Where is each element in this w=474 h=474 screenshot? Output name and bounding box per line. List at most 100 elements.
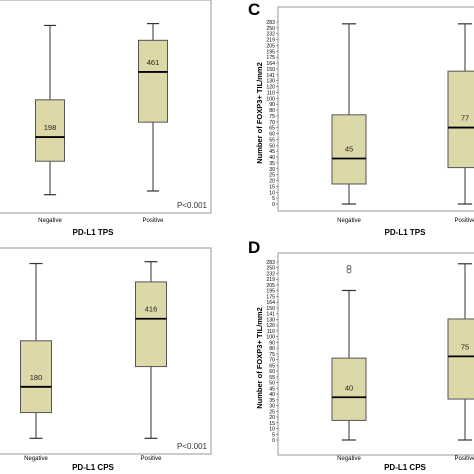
category-tick-label: Positive bbox=[140, 456, 162, 462]
panel-4-xlabel: PD-L1 CPS bbox=[384, 463, 426, 472]
y-tick-label: 250 bbox=[266, 26, 275, 32]
panel-1-pvalue: P<0.001 bbox=[177, 201, 208, 210]
y-tick-label: 75 bbox=[269, 114, 275, 120]
y-tick-label: 5 bbox=[272, 196, 275, 202]
box-count-label: 77 bbox=[461, 114, 469, 123]
y-tick-label: 15 bbox=[269, 184, 275, 190]
box-iqr bbox=[447, 318, 474, 400]
y-tick-label: 110 bbox=[267, 90, 275, 96]
y-tick-label: 150 bbox=[266, 67, 275, 73]
panel-4-ylabel: Number of FOXP3+ TIL/mm2 bbox=[255, 307, 264, 408]
box-count-label: 40 bbox=[345, 383, 353, 392]
y-tick-label: 45 bbox=[269, 149, 275, 155]
category-tick-label: Negative bbox=[337, 456, 361, 462]
category-tick-label: Positive bbox=[454, 218, 474, 224]
panel-1-frame bbox=[0, 0, 212, 214]
y-tick-label: 70 bbox=[269, 120, 275, 126]
y-tick-label: 75 bbox=[269, 352, 275, 358]
y-tick-label: 100 bbox=[266, 335, 275, 341]
y-tick-label: 40 bbox=[269, 155, 275, 161]
y-tick-label: 50 bbox=[269, 381, 275, 387]
y-tick-label: 205 bbox=[266, 43, 275, 49]
category-tick-label: Positive bbox=[142, 218, 164, 224]
y-tick-label: 30 bbox=[269, 404, 275, 410]
category-tick-label: Negative bbox=[24, 456, 48, 462]
box-iqr bbox=[331, 114, 367, 185]
outlier-point bbox=[346, 268, 352, 274]
y-tick-label: 10 bbox=[269, 427, 275, 433]
y-tick-label: 150 bbox=[266, 306, 275, 312]
y-tick-label: 65 bbox=[269, 363, 275, 369]
panel-2-xlabel: PD-L1 TPS bbox=[385, 228, 427, 237]
y-tick-label: 60 bbox=[269, 132, 275, 138]
y-tick-label: 50 bbox=[269, 143, 275, 149]
y-tick-label: 20 bbox=[269, 179, 275, 185]
box-count-label: 45 bbox=[345, 145, 353, 154]
y-tick-label: 175 bbox=[266, 55, 275, 61]
category-tick-label: Positive bbox=[454, 456, 474, 462]
box-iqr bbox=[138, 39, 168, 123]
y-tick-label: 141 bbox=[266, 73, 275, 79]
y-tick-label: 195 bbox=[266, 49, 275, 55]
y-tick-label: 25 bbox=[269, 409, 275, 415]
box-count-label: 180 bbox=[30, 373, 43, 382]
y-tick-label: 90 bbox=[269, 102, 275, 108]
y-tick-label: 205 bbox=[266, 283, 275, 289]
y-tick-label: 130 bbox=[266, 79, 275, 85]
y-tick-label: 175 bbox=[266, 294, 275, 300]
y-tick-label: 25 bbox=[269, 173, 275, 179]
box-iqr bbox=[447, 70, 474, 169]
y-tick-label: 110 bbox=[267, 329, 275, 335]
box-iqr bbox=[135, 281, 167, 368]
y-tick-label: 120 bbox=[266, 323, 275, 329]
box-count-label: 461 bbox=[147, 58, 160, 67]
category-tick-label: Negative bbox=[337, 218, 361, 224]
y-tick-label: 40 bbox=[269, 392, 275, 398]
outlier-point bbox=[346, 264, 352, 270]
y-tick-label: 100 bbox=[266, 96, 275, 102]
y-tick-label: 283 bbox=[266, 260, 275, 266]
panel-letter-d: D bbox=[248, 238, 260, 257]
y-tick-label: 15 bbox=[269, 421, 275, 427]
y-tick-label: 250 bbox=[266, 266, 275, 272]
box-count-label: 198 bbox=[44, 123, 57, 132]
y-tick-label: 164 bbox=[266, 61, 275, 67]
y-tick-label: 120 bbox=[266, 85, 275, 91]
y-tick-label: 35 bbox=[269, 398, 275, 404]
y-tick-label: 219 bbox=[266, 38, 275, 44]
y-tick-label: 219 bbox=[266, 277, 275, 283]
panel-2-frame bbox=[277, 6, 474, 212]
y-tick-label: 232 bbox=[266, 271, 275, 277]
panel-4-frame bbox=[277, 252, 474, 456]
y-tick-label: 283 bbox=[266, 20, 275, 26]
y-tick-label: 80 bbox=[269, 346, 275, 352]
y-tick-label: 35 bbox=[269, 161, 275, 167]
y-tick-label: 130 bbox=[266, 317, 275, 323]
panel-letter-c: C bbox=[248, 0, 260, 19]
y-tick-label: 195 bbox=[266, 289, 275, 295]
box-iqr bbox=[35, 99, 65, 162]
y-tick-label: 0 bbox=[272, 202, 275, 208]
y-tick-label: 70 bbox=[269, 358, 275, 364]
y-tick-label: 30 bbox=[269, 167, 275, 173]
y-tick-label: 80 bbox=[269, 108, 275, 114]
box-count-label: 416 bbox=[145, 305, 158, 314]
y-tick-label: 65 bbox=[269, 126, 275, 132]
y-tick-label: 5 bbox=[272, 432, 275, 438]
panel-3-xlabel: PD-L1 CPS bbox=[72, 463, 114, 472]
y-tick-label: 164 bbox=[266, 300, 275, 306]
y-tick-label: 60 bbox=[269, 369, 275, 375]
box-iqr bbox=[20, 340, 52, 414]
y-tick-label: 20 bbox=[269, 415, 275, 421]
panel-3-pvalue: P<0.001 bbox=[177, 442, 208, 451]
category-tick-label: Negative bbox=[38, 218, 62, 224]
panel-2-ylabel: Number of FOXP3+ TIL/mm2 bbox=[255, 62, 264, 163]
y-tick-label: 141 bbox=[266, 312, 275, 318]
box-count-label: 75 bbox=[461, 342, 469, 351]
y-tick-label: 55 bbox=[269, 137, 275, 143]
panel-1-xlabel: PD-L1 TPS bbox=[73, 228, 115, 237]
y-tick-label: 45 bbox=[269, 386, 275, 392]
y-tick-label: 55 bbox=[269, 375, 275, 381]
y-tick-label: 0 bbox=[272, 438, 275, 444]
